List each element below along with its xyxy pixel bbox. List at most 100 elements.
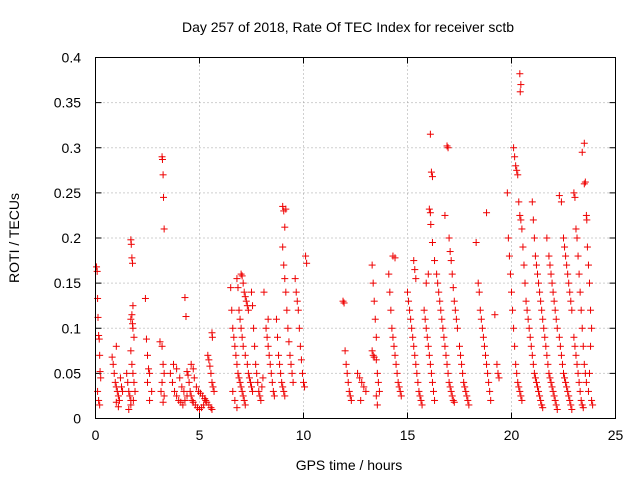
data-point	[511, 153, 519, 161]
data-point	[208, 378, 216, 386]
data-point	[145, 365, 153, 373]
data-point	[288, 369, 296, 377]
data-point	[281, 223, 289, 231]
data-point	[244, 306, 252, 314]
data-point	[528, 198, 536, 206]
data-point	[515, 383, 523, 391]
data-point	[523, 306, 531, 314]
data-point	[546, 374, 554, 382]
data-point	[391, 351, 399, 359]
data-point	[249, 387, 257, 395]
data-point	[581, 178, 589, 186]
data-point	[537, 396, 545, 404]
data-point	[493, 360, 501, 368]
data-point	[258, 383, 266, 391]
data-point	[96, 401, 104, 409]
data-point	[583, 216, 591, 224]
data-point	[156, 338, 164, 346]
data-point	[486, 387, 494, 395]
data-point	[158, 342, 166, 350]
data-point	[114, 403, 122, 411]
data-point	[388, 324, 396, 332]
data-point	[362, 387, 370, 395]
data-point	[118, 383, 125, 391]
data-point	[536, 288, 544, 296]
y-tick-label: 0.2	[62, 230, 82, 246]
data-point	[173, 392, 181, 400]
data-point	[93, 267, 101, 275]
data-point	[461, 383, 469, 391]
data-point	[573, 360, 581, 368]
data-point	[495, 374, 503, 382]
data-point	[458, 360, 466, 368]
data-point	[373, 369, 381, 377]
data-point	[185, 378, 193, 386]
data-point	[423, 333, 431, 341]
data-point	[285, 338, 293, 346]
data-point	[386, 288, 394, 296]
data-point	[530, 234, 538, 242]
data-point	[448, 392, 456, 400]
data-point	[510, 324, 518, 332]
data-point	[263, 333, 271, 341]
data-point	[244, 369, 252, 377]
data-point	[372, 333, 380, 341]
data-point	[410, 342, 418, 350]
data-point	[428, 239, 436, 247]
data-point	[235, 374, 243, 382]
data-point	[547, 270, 555, 278]
data-point	[260, 288, 268, 296]
data-point	[437, 306, 445, 314]
data-point	[110, 369, 118, 377]
data-point	[180, 387, 188, 395]
data-point	[209, 383, 217, 391]
data-point	[503, 189, 511, 197]
data-point	[239, 279, 247, 287]
data-point	[565, 392, 573, 400]
data-point	[129, 324, 137, 332]
data-point	[589, 401, 597, 409]
data-point	[547, 378, 555, 386]
data-point	[494, 369, 502, 377]
data-point	[522, 297, 530, 305]
y-tick-label: 0.3	[62, 140, 82, 156]
data-point	[206, 362, 214, 370]
data-point	[583, 243, 591, 251]
data-point	[550, 297, 558, 305]
data-point	[433, 270, 441, 278]
data-point	[302, 252, 310, 260]
x-tick-label: 20	[504, 427, 520, 443]
data-point	[111, 378, 119, 386]
data-point	[420, 306, 428, 314]
data-point	[506, 270, 514, 278]
data-point	[431, 257, 439, 265]
data-point	[272, 315, 280, 323]
data-point	[410, 257, 418, 265]
data-point	[168, 378, 176, 386]
data-point	[510, 144, 518, 152]
data-point	[127, 315, 135, 323]
data-point	[176, 374, 184, 382]
data-point	[160, 193, 168, 201]
data-point	[233, 360, 241, 368]
data-point	[580, 139, 588, 147]
data-point	[242, 297, 250, 305]
data-point	[548, 279, 556, 287]
data-point	[555, 333, 563, 341]
data-point	[373, 401, 381, 409]
data-point	[254, 378, 262, 386]
data-point	[453, 324, 461, 332]
data-point	[296, 342, 304, 350]
data-point	[276, 360, 284, 368]
data-point	[411, 266, 419, 274]
data-point	[537, 297, 545, 305]
data-point	[516, 88, 524, 96]
data-point	[269, 387, 277, 395]
data-point	[587, 342, 595, 350]
data-point	[426, 130, 434, 138]
data-point	[264, 315, 272, 323]
data-point	[179, 401, 187, 409]
data-point	[204, 351, 212, 359]
data-point	[115, 396, 123, 404]
data-point	[282, 205, 290, 213]
